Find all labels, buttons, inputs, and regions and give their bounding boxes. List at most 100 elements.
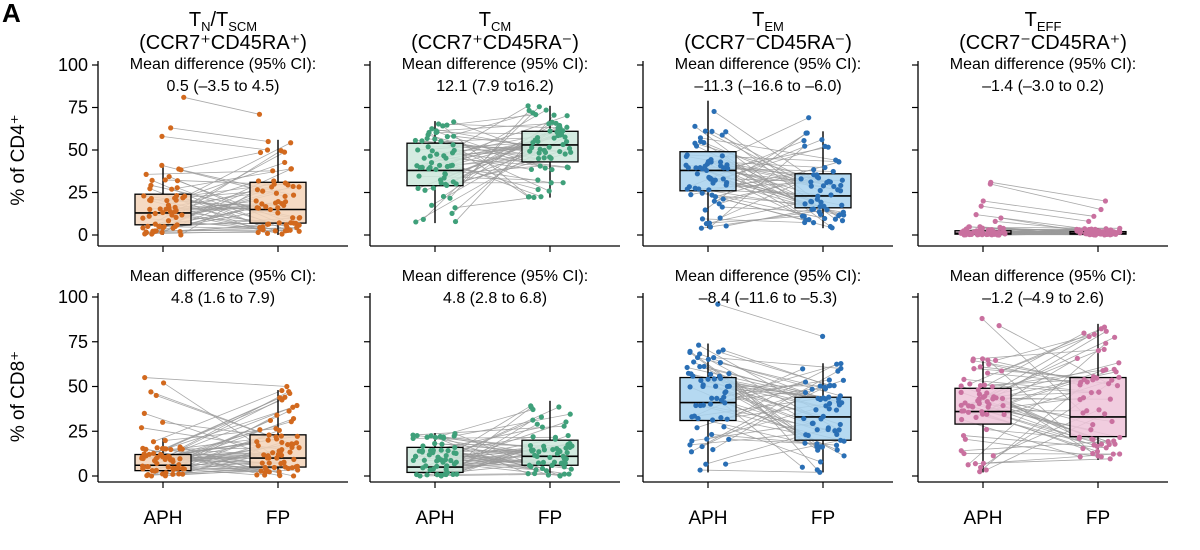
point-aph — [691, 413, 697, 419]
paired-line — [981, 318, 1084, 414]
point-fp — [1088, 389, 1094, 396]
point-aph — [440, 123, 446, 129]
paired-line — [435, 409, 534, 438]
point-aph — [426, 166, 432, 172]
point-fp — [546, 144, 552, 150]
point-aph — [958, 416, 965, 423]
point-aph — [702, 207, 708, 213]
point-fp — [1089, 436, 1095, 442]
chart-panels: 0 25 50 75 100 Mean difference (95% CI): 0.5 (… — [58, 55, 1168, 529]
point-fp — [552, 436, 558, 442]
point-fp — [1098, 441, 1105, 447]
point-aph — [154, 445, 160, 451]
point-aph — [977, 382, 984, 389]
point-fp — [551, 135, 557, 141]
point-aph — [166, 173, 172, 180]
point-fp — [528, 166, 535, 173]
point-aph — [718, 415, 724, 421]
point-fp — [819, 333, 826, 339]
point-aph — [410, 435, 416, 442]
point-fp — [257, 427, 263, 433]
point-fp — [541, 155, 547, 161]
point-aph — [142, 374, 148, 381]
point-aph — [718, 375, 724, 382]
data-points — [958, 179, 1123, 238]
point-aph — [143, 446, 149, 452]
point-fp — [282, 228, 289, 234]
point-fp — [535, 177, 541, 183]
point-aph — [709, 192, 715, 198]
point-aph — [414, 432, 420, 439]
point-aph — [140, 225, 146, 231]
data-points — [684, 301, 847, 475]
paired-line — [694, 126, 831, 227]
point-aph — [441, 435, 447, 441]
y-tick-label: 100 — [58, 287, 88, 307]
point-aph — [426, 452, 432, 458]
paired-line — [726, 132, 808, 183]
point-fp — [810, 206, 817, 212]
point-aph — [959, 229, 965, 235]
point-fp — [297, 214, 303, 221]
panel-1-1: APH FP Mean difference (95% CI): 4.8 (2.8 t… — [364, 268, 620, 529]
point-aph — [167, 209, 174, 215]
point-aph — [414, 471, 420, 478]
y-axis-labels: % of CD4⁺ % of CD8⁺ — [8, 114, 29, 442]
point-fp — [545, 472, 551, 478]
point-aph — [438, 447, 444, 453]
paired-line — [986, 429, 1094, 440]
column-subtitle-1: (CCR7⁺CD45RA⁻) — [411, 32, 579, 54]
point-aph — [715, 301, 721, 307]
point-fp — [1107, 456, 1113, 462]
annotation-title: Mean difference (95% CI): — [950, 56, 1136, 73]
point-fp — [1076, 227, 1082, 233]
point-aph — [438, 138, 444, 144]
point-fp — [833, 407, 840, 413]
point-aph — [695, 354, 701, 361]
point-aph — [967, 381, 973, 387]
point-fp — [543, 468, 550, 474]
point-aph — [143, 229, 149, 235]
point-fp — [285, 441, 291, 448]
point-fp — [1097, 231, 1103, 237]
point-aph — [721, 424, 727, 430]
point-fp — [831, 383, 837, 389]
point-fp — [527, 148, 533, 154]
point-aph — [174, 193, 180, 199]
point-fp — [827, 223, 834, 230]
point-aph — [711, 108, 717, 115]
point-aph — [415, 185, 421, 192]
point-aph — [689, 438, 695, 444]
y-tick-label: 75 — [68, 332, 88, 352]
y-axis-label-1: % of CD8⁺ — [8, 351, 29, 442]
point-fp — [536, 150, 542, 156]
point-aph — [165, 464, 171, 470]
point-fp — [284, 383, 290, 390]
paired-line — [713, 357, 841, 369]
point-aph — [707, 176, 714, 182]
point-aph — [454, 471, 460, 477]
paired-line — [978, 332, 1085, 391]
point-fp — [1101, 346, 1107, 353]
point-aph — [415, 147, 421, 153]
point-aph — [428, 160, 435, 166]
point-fp — [535, 155, 542, 162]
x-tick-label: FP — [1086, 508, 1110, 529]
point-fp — [1089, 230, 1096, 236]
data-points — [140, 94, 303, 238]
point-fp — [822, 386, 829, 392]
point-fp — [296, 184, 302, 190]
point-aph — [420, 443, 426, 449]
point-fp — [556, 404, 562, 410]
point-fp — [263, 467, 270, 473]
point-aph — [699, 443, 705, 450]
point-fp — [802, 379, 809, 385]
point-fp — [549, 462, 555, 468]
point-aph — [147, 206, 153, 212]
paired-line — [172, 469, 298, 475]
y-tick-label: 100 — [58, 55, 88, 75]
point-fp — [814, 427, 820, 433]
point-aph — [694, 425, 700, 431]
point-fp — [532, 452, 538, 458]
point-aph — [159, 229, 165, 236]
